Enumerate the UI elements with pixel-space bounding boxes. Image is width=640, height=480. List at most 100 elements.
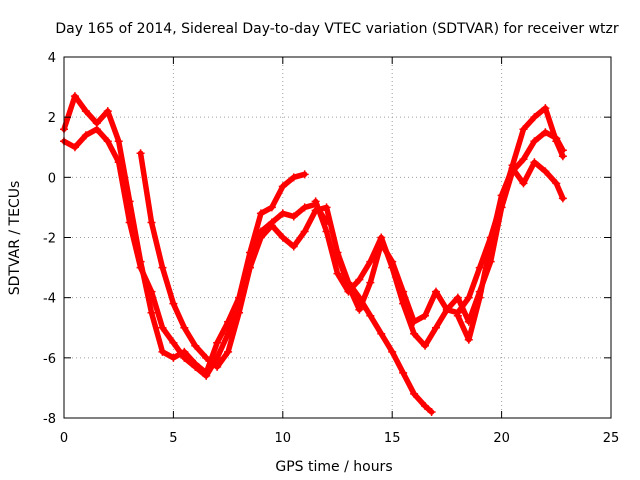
data-point	[530, 158, 539, 167]
data-point	[92, 125, 101, 134]
data-point	[344, 281, 353, 290]
data-point	[333, 269, 342, 278]
data-point	[530, 113, 539, 122]
data-point	[427, 407, 436, 416]
data-point	[256, 233, 265, 242]
data-point	[552, 137, 561, 146]
data-point	[399, 368, 408, 377]
series-track-4	[312, 129, 566, 349]
data-point	[486, 239, 495, 248]
data-point	[399, 287, 408, 296]
data-point	[377, 239, 386, 248]
data-point	[213, 338, 222, 347]
data-point	[366, 311, 375, 320]
y-tick-label: -8	[43, 412, 56, 427]
y-tick-label: -6	[43, 352, 56, 367]
data-point	[267, 203, 276, 212]
data-point	[180, 353, 189, 362]
data-point	[180, 323, 189, 332]
data-point	[191, 362, 200, 371]
data-point	[519, 125, 528, 134]
data-point	[410, 317, 419, 326]
data-point	[421, 341, 430, 350]
y-tick-label: -2	[43, 232, 56, 247]
data-point	[519, 179, 528, 188]
y-tick-label: 2	[48, 111, 56, 126]
series-track-6	[455, 159, 566, 343]
data-point	[519, 155, 528, 164]
x-tick-label: 0	[60, 431, 68, 446]
data-point	[213, 353, 222, 362]
data-point	[81, 107, 90, 116]
x-tick-labels: 0 5 10 15 20 25	[60, 431, 619, 446]
data-point	[366, 257, 375, 266]
data-point	[388, 347, 397, 356]
x-tick-label: 5	[169, 431, 177, 446]
series-track-3	[137, 150, 435, 415]
data-point	[464, 293, 473, 302]
data-point	[278, 209, 287, 218]
data-point	[530, 137, 539, 146]
data-point	[147, 218, 156, 227]
data-point	[431, 323, 440, 332]
data-point	[464, 335, 473, 344]
data-point	[169, 338, 178, 347]
y-tick-label: 0	[48, 171, 56, 186]
data-point	[421, 401, 430, 410]
data-point	[431, 287, 440, 296]
data-point	[541, 128, 550, 137]
series-track-5	[334, 105, 566, 325]
x-axis-label: GPS time / hours	[275, 459, 392, 475]
data-point	[475, 263, 484, 272]
data-point	[475, 293, 484, 302]
axis-ticks	[63, 56, 612, 419]
data-point	[158, 347, 167, 356]
data-point	[410, 329, 419, 338]
data-point	[81, 131, 90, 140]
data-point	[169, 353, 178, 362]
data-point	[114, 137, 123, 146]
data-point	[453, 311, 462, 320]
data-point	[289, 173, 298, 182]
data-point	[267, 221, 276, 230]
data-point	[497, 191, 506, 200]
data-point	[202, 353, 211, 362]
data-point	[169, 299, 178, 308]
data-point	[355, 275, 364, 284]
data-point	[213, 362, 222, 371]
data-point	[322, 203, 331, 212]
data-point	[114, 158, 123, 167]
grid	[64, 57, 611, 418]
x-tick-label: 15	[384, 431, 401, 446]
x-tick-label: 25	[603, 431, 620, 446]
y-tick-labels: -8 -6 -4 -2 0 2 4	[43, 51, 56, 427]
data-point	[300, 227, 309, 236]
data-point	[158, 263, 167, 272]
x-tick-label: 10	[275, 431, 292, 446]
data-series	[60, 92, 567, 416]
data-point	[235, 308, 244, 317]
data-point	[256, 209, 265, 218]
data-point	[355, 305, 364, 314]
data-point	[289, 242, 298, 251]
series-track-2	[61, 126, 330, 379]
data-point	[333, 251, 342, 260]
data-point	[136, 263, 145, 272]
data-point	[300, 170, 309, 179]
chart-title: Day 165 of 2014, Sidereal Day-to-day VTE…	[55, 21, 619, 37]
data-point	[202, 371, 211, 380]
data-point	[125, 218, 134, 227]
data-point	[558, 194, 567, 203]
data-point	[421, 311, 430, 320]
data-point	[300, 203, 309, 212]
data-point	[377, 329, 386, 338]
data-point	[158, 323, 167, 332]
data-point	[541, 104, 550, 113]
data-point	[442, 305, 451, 314]
data-point	[224, 347, 233, 356]
data-point	[558, 152, 567, 161]
y-axis-label: SDTVAR / TECUs	[7, 181, 23, 296]
data-point	[289, 212, 298, 221]
data-point	[388, 257, 397, 266]
data-point	[245, 263, 254, 272]
